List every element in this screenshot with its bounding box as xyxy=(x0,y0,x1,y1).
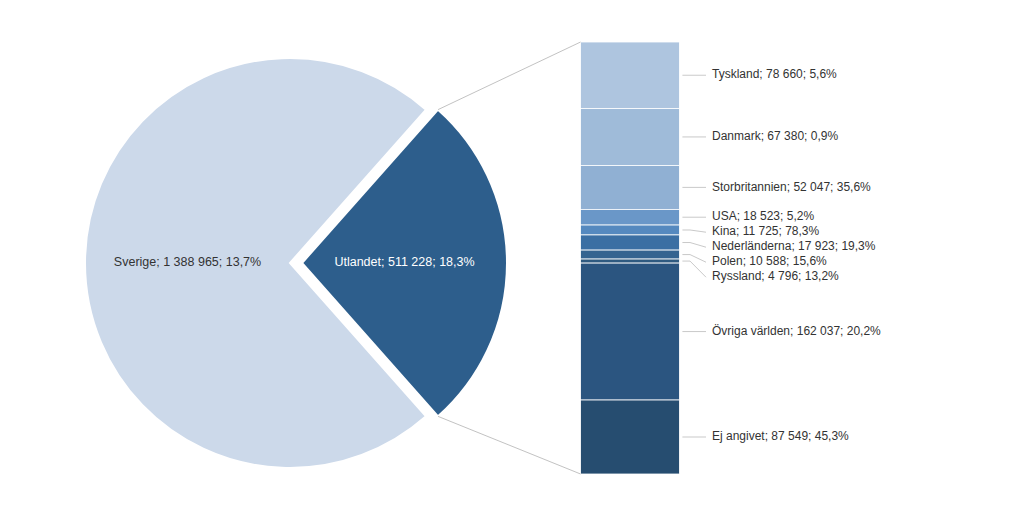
bar-labels: Tyskland; 78 660; 5,6% Danmark; 67 380; 0… xyxy=(682,67,881,443)
connector-line xyxy=(438,42,581,110)
bar-segment xyxy=(581,108,680,165)
bar-segment xyxy=(581,42,680,108)
pie-label: Sverige; 1 388 965; 13,7% xyxy=(114,255,261,269)
bar-segment xyxy=(581,263,680,400)
bar-segment xyxy=(581,225,680,235)
bar-segment xyxy=(581,165,680,209)
leader-line xyxy=(682,243,706,248)
leader-line xyxy=(682,217,706,218)
bar-segment xyxy=(581,259,680,263)
bar-segment xyxy=(581,209,680,225)
bar-label: Övriga världen; 162 037; 20,2% xyxy=(712,324,881,338)
connector-line xyxy=(438,416,581,474)
connector xyxy=(438,42,581,474)
bar-label: Storbritannien; 52 047; 35,6% xyxy=(712,180,871,194)
bar-segment xyxy=(581,235,680,250)
bar-label: Ej angivet; 87 549; 45,3% xyxy=(712,429,849,443)
pie-label: Utlandet; 511 228; 18,3% xyxy=(334,255,474,269)
bar-plot xyxy=(581,42,680,474)
leader-line xyxy=(682,75,706,76)
leader-line xyxy=(682,437,706,438)
bar-label: Kina; 11 725; 78,3% xyxy=(712,224,820,238)
leader-line xyxy=(682,136,706,137)
leader-line xyxy=(682,261,706,277)
pie: Sverige; 1 388 965; 13,7% Utlandet; 511 2… xyxy=(85,58,507,468)
pie-slice xyxy=(302,110,507,417)
leader-line xyxy=(682,187,706,188)
bar-label: Danmark; 67 380; 0,9% xyxy=(712,129,838,143)
bar-label: Polen; 10 588; 15,6% xyxy=(712,254,827,268)
bar-label: Nederländerna; 17 923; 19,3% xyxy=(712,239,876,253)
bar-label: USA; 18 523; 5,2% xyxy=(712,209,814,223)
bar-segment xyxy=(581,400,680,474)
leader-line xyxy=(682,230,706,232)
leader-line xyxy=(682,331,706,332)
bar-label: Ryssland; 4 796; 13,2% xyxy=(712,269,839,283)
bar-label: Tyskland; 78 660; 5,6% xyxy=(712,67,837,81)
bar-segment xyxy=(581,250,680,259)
chart-canvas: Sverige; 1 388 965; 13,7% Utlandet; 511 2… xyxy=(0,0,1024,527)
